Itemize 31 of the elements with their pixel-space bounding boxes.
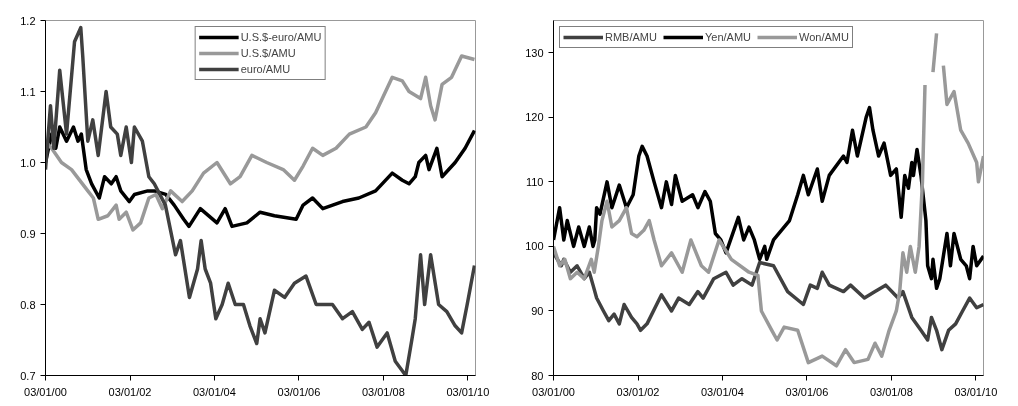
- y-tick-label: 90: [531, 304, 544, 317]
- legend-label: Yen/AMU: [704, 30, 752, 44]
- legend-label: U.S.$/AMU: [240, 46, 296, 60]
- y-tick-label: 1.0: [20, 156, 36, 169]
- x-tick-label: 03/01/04: [193, 385, 236, 398]
- y-tick-label: 1.1: [20, 85, 36, 98]
- y-tick-label: 100: [525, 240, 544, 253]
- y-tick-label: 110: [525, 175, 544, 188]
- legend-label: U.S.$-euro/AMU: [240, 30, 322, 44]
- x-tick-label: 03/01/02: [108, 385, 152, 398]
- y-tick-label: 0.7: [20, 369, 36, 382]
- y-tick-label: 80: [531, 369, 544, 382]
- y-tick-label: 0.8: [20, 298, 36, 311]
- x-tick-label: 03/01/06: [277, 385, 321, 398]
- y-tick-label: 1.2: [20, 14, 36, 27]
- y-tick-label: 130: [525, 46, 544, 59]
- x-tick-label: 03/01/08: [869, 385, 913, 398]
- legend-label: RMB/AMU: [605, 30, 657, 44]
- x-tick-label: 03/01/00: [24, 385, 67, 398]
- x-tick-label: 03/01/06: [785, 385, 829, 398]
- legend-label: euro/AMU: [240, 62, 291, 76]
- y-tick-label: 0.9: [20, 227, 36, 240]
- x-tick-label: 03/01/04: [701, 385, 744, 398]
- legend-label: Won/AMU: [799, 30, 849, 44]
- x-tick-label: 03/01/00: [532, 385, 575, 398]
- x-tick-label: 03/01/08: [361, 385, 405, 398]
- x-tick-label: 03/01/02: [616, 385, 660, 398]
- x-tick-label: 03/01/10: [446, 385, 490, 398]
- line-series: [45, 125, 476, 229]
- y-tick-label: 120: [525, 111, 544, 124]
- x-tick-label: 03/01/10: [954, 385, 998, 398]
